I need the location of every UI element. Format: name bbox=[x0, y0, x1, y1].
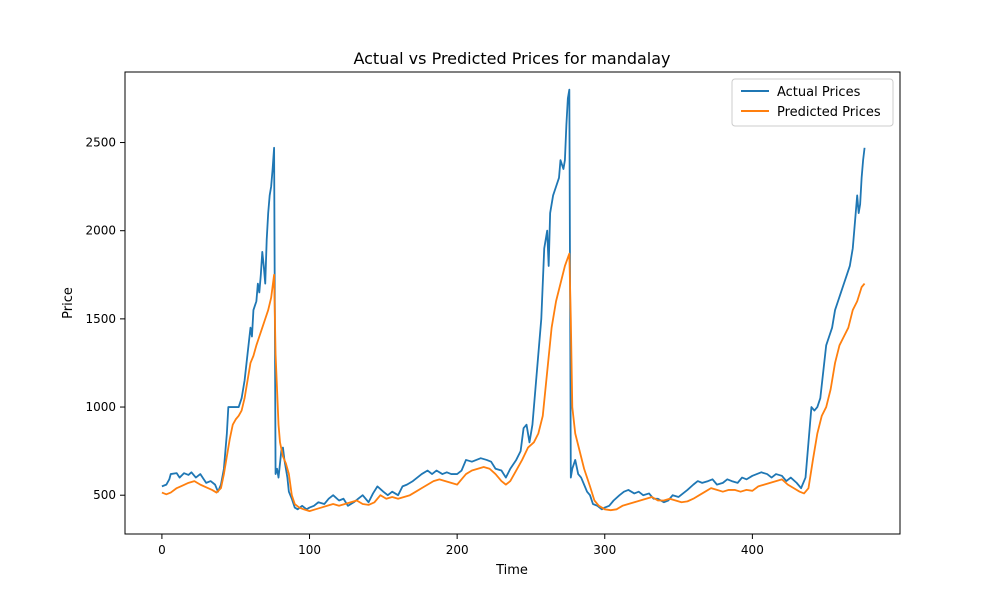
plot-area bbox=[125, 72, 900, 534]
y-axis-label: Price bbox=[61, 287, 76, 319]
legend-label-predicted: Predicted Prices bbox=[777, 105, 881, 120]
x-tick-label: 400 bbox=[741, 543, 764, 557]
series-line-0 bbox=[161, 88, 866, 511]
y-tick-label: 2500 bbox=[85, 136, 116, 150]
y-tick-label: 2000 bbox=[85, 224, 116, 238]
y-axis-ticks: 500 1000 1500 2000 2500 bbox=[85, 136, 125, 502]
x-tick-label: 100 bbox=[298, 543, 321, 557]
x-axis-label: Time bbox=[495, 563, 528, 578]
legend-box bbox=[731, 78, 894, 127]
axes-frame bbox=[124, 71, 901, 535]
series-line-1 bbox=[161, 252, 866, 512]
y-tick-label: 500 bbox=[93, 488, 116, 502]
x-tick-label: 0 bbox=[158, 543, 166, 557]
y-tick-label: 1500 bbox=[85, 312, 116, 326]
chart-title: Actual vs Predicted Prices for mandalay bbox=[353, 49, 670, 68]
x-tick-label: 200 bbox=[446, 543, 469, 557]
series-layer bbox=[161, 88, 866, 512]
y-tick-label: 1000 bbox=[85, 400, 116, 414]
legend: Actual Prices Predicted Prices bbox=[731, 78, 894, 127]
x-axis-ticks: 0 100 200 300 400 bbox=[158, 534, 764, 557]
legend-label-actual: Actual Prices bbox=[777, 85, 861, 100]
x-tick-label: 300 bbox=[593, 543, 616, 557]
